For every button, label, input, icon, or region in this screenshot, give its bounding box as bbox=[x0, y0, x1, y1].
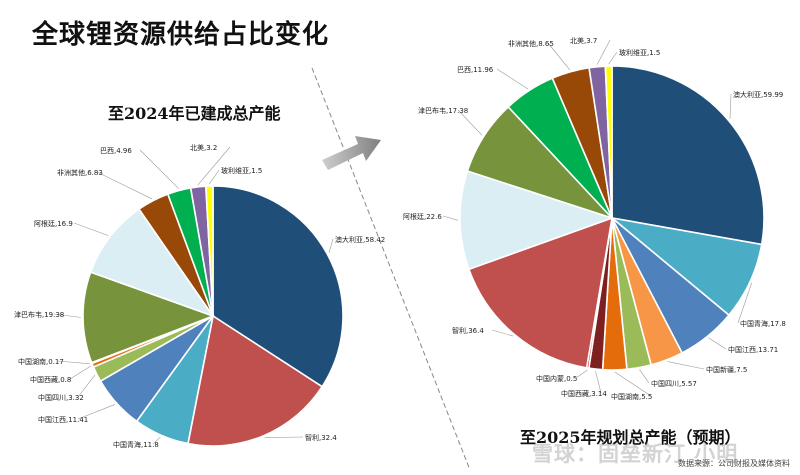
slice-label-1-13: 北美,3.7 bbox=[570, 36, 597, 45]
pie-slice-1-8 bbox=[467, 216, 614, 369]
slice-label-0-2: 中国青海,11.8 bbox=[113, 440, 159, 449]
leader-line-1-13 bbox=[596, 39, 611, 65]
leader-line-1-11 bbox=[496, 68, 529, 90]
leader-line-0-11 bbox=[197, 146, 231, 186]
pie-slice-1-0 bbox=[611, 65, 765, 246]
slice-label-1-2: 中国江西,13.71 bbox=[728, 345, 778, 354]
slice-label-1-11: 巴西,11.96 bbox=[457, 66, 494, 74]
slice-label-1-6: 中国西藏,3.14 bbox=[561, 389, 607, 398]
page-title: 全球锂资源供给占比变化 bbox=[32, 20, 330, 50]
leader-line-1-12 bbox=[547, 42, 571, 71]
slice-label-0-9: 非洲其他,6.83 bbox=[57, 168, 103, 177]
leader-line-0-10 bbox=[139, 149, 179, 189]
slice-label-0-7: 津巴布韦,19.38 bbox=[14, 310, 64, 319]
source-note: 数据来源：公司财报及媒体资料 bbox=[678, 459, 790, 468]
chart-title-2025: 至2025年规划总产能（预期） bbox=[520, 428, 741, 447]
pie-slice-1-14 bbox=[604, 65, 613, 219]
leader-line-0-2 bbox=[152, 436, 161, 445]
pie-2025: 澳大利亚,59.99 中国青海,17.8 中国江西,13.71 中国新疆,7.5 中国四… bbox=[403, 36, 786, 401]
slice-label-1-7: 中国内蒙,0.5 bbox=[536, 374, 577, 383]
leader-line-1-5 bbox=[614, 371, 652, 397]
leader-line-1-9 bbox=[442, 215, 459, 221]
slice-label-1-8: 智利,36.4 bbox=[452, 326, 484, 335]
slice-label-1-1: 中国青海,17.8 bbox=[740, 319, 786, 328]
slice-label-0-8: 阿根廷,16.9 bbox=[34, 219, 73, 228]
leader-line-1-2 bbox=[708, 337, 727, 350]
slice-label-0-6: 中国湖南,0.17 bbox=[18, 357, 64, 366]
slice-label-1-9: 阿根廷,22.6 bbox=[403, 212, 442, 221]
chart-title-2024: 至2024年已建成总产能 bbox=[108, 104, 281, 123]
leader-line-0-8 bbox=[73, 222, 109, 236]
leader-line-1-14 bbox=[608, 51, 618, 65]
leader-line-1-4 bbox=[639, 369, 650, 384]
slice-label-0-4: 中国四川,3.32 bbox=[38, 393, 84, 402]
slice-label-0-1: 智利,32.4 bbox=[305, 433, 337, 442]
leader-line-1-7 bbox=[575, 369, 588, 379]
leader-line-1-3 bbox=[667, 361, 705, 370]
slice-label-0-0: 澳大利亚,58.42 bbox=[335, 235, 385, 244]
watermark: 雪球：固垒新汀 小明 bbox=[532, 442, 739, 466]
leader-line-0-3 bbox=[77, 404, 116, 420]
pie-slice-0-12 bbox=[204, 185, 214, 317]
leader-line-1-6 bbox=[595, 371, 602, 394]
slice-label-1-10: 津巴布韦,17.38 bbox=[418, 106, 468, 115]
arrow-icon bbox=[322, 136, 381, 170]
leader-line-0-7 bbox=[53, 313, 82, 318]
leader-line-0-12 bbox=[209, 169, 220, 185]
slice-label-1-14: 玻利维亚,1.5 bbox=[619, 48, 660, 57]
leader-line-1-10 bbox=[457, 109, 483, 136]
slice-label-0-3: 中国江西,11.41 bbox=[38, 415, 88, 424]
slice-label-1-4: 中国四川,5.57 bbox=[651, 379, 697, 388]
pie-slice-0-1 bbox=[187, 314, 324, 447]
leader-line-1-0 bbox=[729, 93, 732, 120]
slice-label-1-5: 中国湖南,5.5 bbox=[611, 392, 652, 401]
pie-slice-1-9 bbox=[459, 170, 615, 271]
pie-slice-0-7 bbox=[82, 271, 216, 364]
leader-line-1-1 bbox=[737, 282, 753, 324]
pie-slice-0-8 bbox=[89, 208, 216, 318]
divider-line bbox=[311, 67, 471, 471]
leader-line-0-1 bbox=[264, 436, 304, 438]
leader-line-0-4 bbox=[77, 374, 96, 398]
slice-label-1-3: 中国新疆,7.5 bbox=[706, 365, 747, 374]
leader-line-0-0 bbox=[328, 238, 334, 254]
slice-label-0-12: 玻利维亚,1.5 bbox=[221, 166, 262, 175]
leader-line-0-6 bbox=[57, 360, 90, 365]
pie-2024: 澳大利亚,58.42 智利,32.4 中国青海,11.8 中国江西,11.41 中国四川… bbox=[14, 143, 385, 449]
slice-label-0-5: 中国西藏,0.8 bbox=[30, 375, 71, 384]
leader-line-1-8 bbox=[491, 329, 514, 337]
slice-label-1-0: 澳大利亚,59.99 bbox=[733, 90, 783, 99]
slice-label-1-12: 非洲其他,8.65 bbox=[508, 39, 554, 48]
leader-line-0-9 bbox=[96, 171, 153, 200]
leader-line-0-5 bbox=[69, 365, 91, 380]
slice-label-0-11: 北美,3.2 bbox=[190, 143, 217, 152]
slice-label-0-10: 巴西,4.96 bbox=[100, 147, 132, 155]
